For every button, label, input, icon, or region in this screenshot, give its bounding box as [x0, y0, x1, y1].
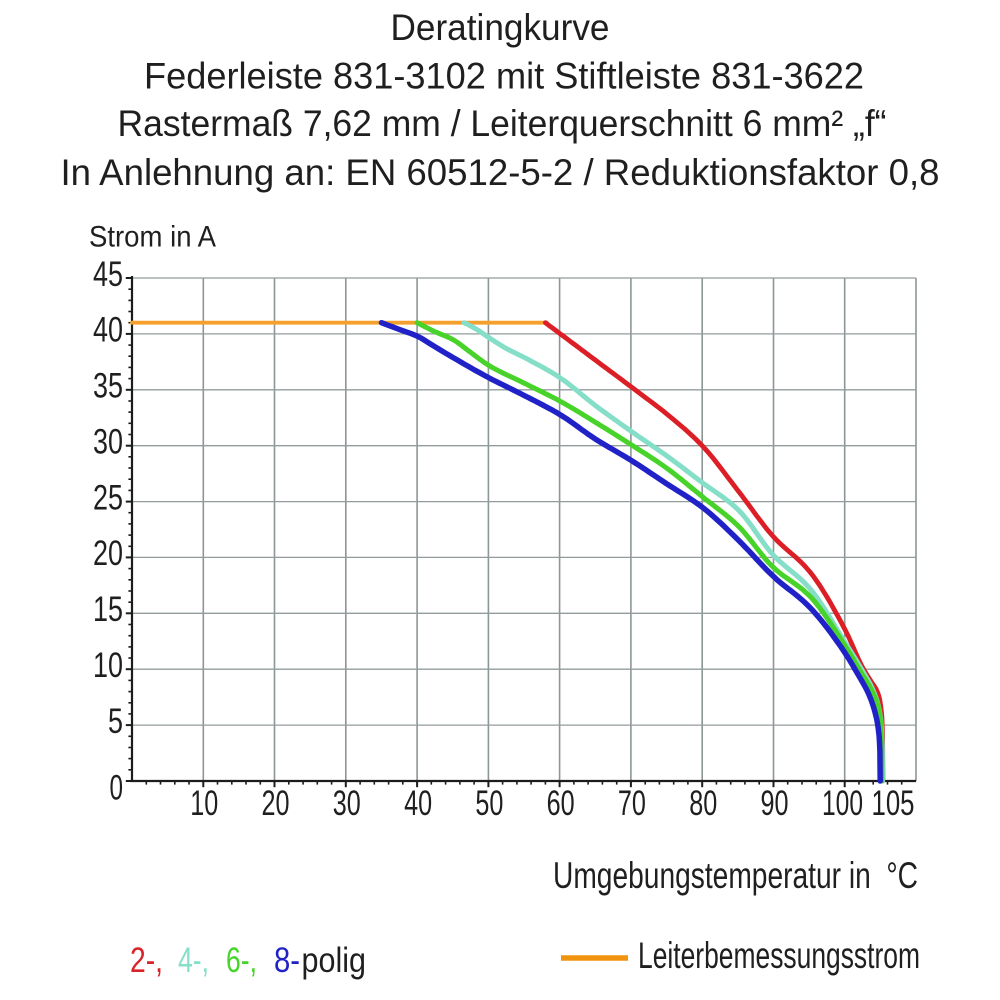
- svg-text:25: 25: [93, 478, 123, 517]
- svg-text:90: 90: [761, 784, 789, 823]
- svg-text:100: 100: [822, 784, 863, 823]
- svg-text:5: 5: [108, 702, 123, 741]
- svg-text:30: 30: [333, 784, 361, 823]
- svg-text:60: 60: [547, 784, 575, 823]
- svg-text:6-,: 6-,: [226, 941, 257, 980]
- svg-text:40: 40: [404, 784, 432, 823]
- svg-text:35: 35: [93, 367, 123, 406]
- svg-text:40: 40: [93, 311, 123, 350]
- svg-text:Rastermaß 7,62 mm / Leiterquer: Rastermaß 7,62 mm / Leiterquerschnitt 6 …: [118, 103, 887, 144]
- svg-text:In Anlehnung an: EN 60512-5-2: In Anlehnung an: EN 60512-5-2 / Reduktio…: [61, 152, 940, 193]
- svg-text:polig: polig: [302, 941, 367, 980]
- svg-text:70: 70: [618, 784, 646, 823]
- svg-text:15: 15: [93, 590, 123, 629]
- svg-text:2-,: 2-,: [130, 941, 163, 980]
- svg-text:10: 10: [190, 784, 218, 823]
- svg-text:105: 105: [872, 784, 915, 823]
- svg-text:50: 50: [475, 784, 503, 823]
- svg-text:Umgebungstemperatur in °C: Umgebungstemperatur in °C: [553, 855, 918, 896]
- svg-text:4-,: 4-,: [178, 941, 209, 980]
- svg-text:Leiterbemessungsstrom: Leiterbemessungsstrom: [638, 935, 920, 976]
- svg-text:8-: 8-: [274, 941, 300, 980]
- svg-text:Deratingkurve: Deratingkurve: [391, 7, 610, 48]
- svg-text:80: 80: [689, 784, 717, 823]
- svg-text:Federleiste 831-3102 mit Stift: Federleiste 831-3102 mit Stiftleiste 831…: [144, 56, 864, 97]
- svg-text:30: 30: [93, 423, 123, 462]
- svg-text:45: 45: [93, 255, 123, 294]
- svg-text:20: 20: [93, 534, 123, 573]
- svg-text:Strom in A: Strom in A: [89, 221, 216, 254]
- svg-text:0: 0: [110, 769, 124, 808]
- svg-text:20: 20: [262, 784, 290, 823]
- svg-text:10: 10: [93, 646, 123, 685]
